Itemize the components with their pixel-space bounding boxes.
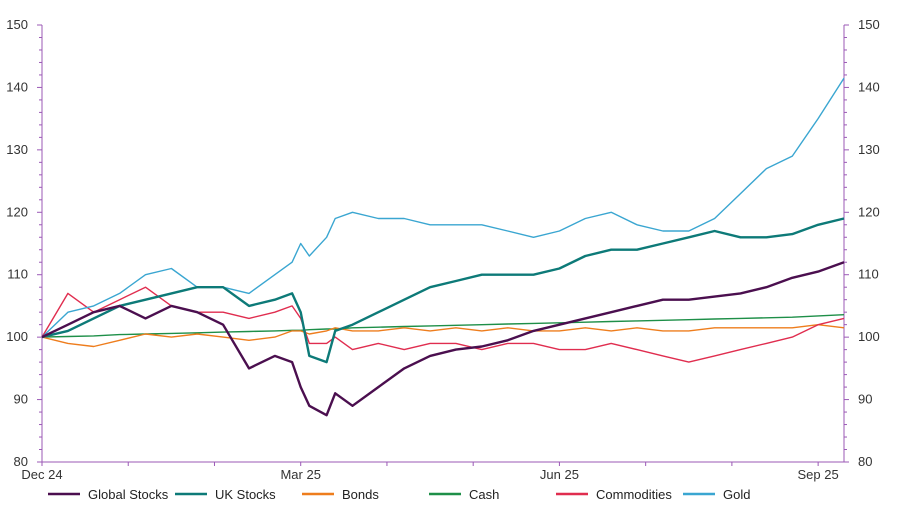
left-y-tick-label: 100: [6, 329, 28, 344]
right-y-tick-label: 140: [858, 79, 880, 94]
right-y-tick-label: 130: [858, 142, 880, 157]
right-y-tick-label: 90: [858, 392, 872, 407]
legend-label: Cash: [469, 487, 499, 502]
x-tick-label: Mar 25: [280, 467, 320, 482]
legend-label: Gold: [723, 487, 750, 502]
left-y-tick-label: 130: [6, 142, 28, 157]
legend: Global Stocks UK Stocks Bonds Cash Commoditi…: [48, 487, 750, 502]
left-y-tick-label: 90: [14, 392, 28, 407]
series-line-cash: [41, 314, 845, 338]
left-y-tick-label: 140: [6, 79, 28, 94]
legend-label: Commodities: [596, 487, 672, 502]
series-line-uk-stocks: [41, 217, 845, 364]
right-y-tick-label: 120: [858, 204, 880, 219]
left-y-tick-label: 80: [14, 454, 28, 469]
left-y-tick-label: 150: [6, 17, 28, 32]
legend-label: UK Stocks: [215, 487, 276, 502]
x-tick-label: Jun 25: [540, 467, 579, 482]
axes: 80 80 90 90 100 100 110 110 120 120 130 130 140 140 15…: [6, 17, 879, 482]
series-line-commodities: [41, 286, 845, 363]
series-line-bonds: [41, 324, 845, 348]
series-line-global-stocks: [41, 261, 845, 417]
x-tick-label: Sep 25: [798, 467, 839, 482]
series-lines: [41, 77, 845, 417]
right-y-tick-label: 100: [858, 329, 880, 344]
legend-label: Bonds: [342, 487, 379, 502]
left-y-tick-label: 120: [6, 204, 28, 219]
legend-label: Global Stocks: [88, 487, 169, 502]
right-y-tick-label: 110: [858, 267, 879, 282]
right-y-tick-label: 80: [858, 454, 872, 469]
right-y-tick-label: 150: [858, 17, 880, 32]
left-y-tick-label: 110: [7, 267, 28, 282]
series-line-gold: [41, 77, 845, 338]
x-tick-label: Dec 24: [21, 467, 62, 482]
